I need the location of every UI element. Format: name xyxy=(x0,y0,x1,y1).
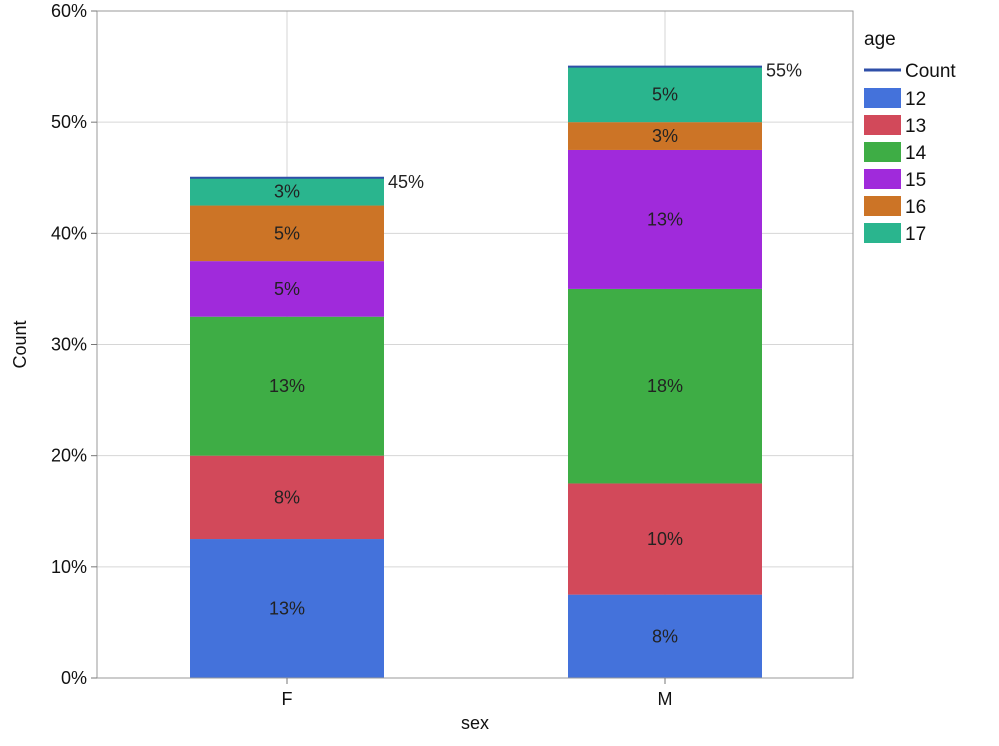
bar-segment xyxy=(568,594,762,678)
legend-swatch xyxy=(864,196,901,216)
x-tick-label: F xyxy=(282,689,293,709)
legend-swatch xyxy=(864,223,901,243)
y-tick-label: 60% xyxy=(51,1,87,21)
bar-segment xyxy=(568,149,762,289)
bar-segment xyxy=(568,288,762,484)
segment-data-label: 8% xyxy=(274,487,300,507)
bar-segment xyxy=(568,122,762,150)
bar-segment xyxy=(190,539,384,678)
x-axis-title: sex xyxy=(461,713,489,733)
x-tick-label: M xyxy=(658,689,673,709)
segment-data-label: 5% xyxy=(274,279,300,299)
segment-data-label: 13% xyxy=(647,209,683,229)
segment-data-label: 5% xyxy=(274,223,300,243)
legend-label: 17 xyxy=(905,224,926,245)
segment-data-label: 5% xyxy=(652,84,678,104)
y-tick-label: 10% xyxy=(51,557,87,577)
bar-segment xyxy=(190,316,384,456)
legend-label: 13 xyxy=(905,116,926,137)
legend-label: 15 xyxy=(905,170,926,191)
bars xyxy=(190,66,762,678)
segment-data-label: 13% xyxy=(269,376,305,396)
legend-label: 14 xyxy=(905,143,927,164)
y-tick-label: 30% xyxy=(51,335,87,355)
segment-labels: 13% 8% 13% 5% 5% 3% 8% 10% 18% 13% 3% 5% xyxy=(269,84,683,646)
y-axis-title: Count xyxy=(10,320,30,368)
bar-segment xyxy=(190,205,384,262)
segment-data-label: 13% xyxy=(269,599,305,619)
legend-swatch xyxy=(864,88,901,108)
bar-segment xyxy=(568,66,762,123)
segment-data-label: 10% xyxy=(647,529,683,549)
y-tick-label: 20% xyxy=(51,446,87,466)
legend-items: 12 13 14 15 16 17 xyxy=(864,88,927,245)
y-tick-label: 0% xyxy=(61,668,87,688)
segment-data-label: 3% xyxy=(274,182,300,202)
segment-data-label: 3% xyxy=(652,126,678,146)
legend-title: age xyxy=(864,29,896,50)
bar-segment xyxy=(568,483,762,595)
total-data-label: 45% xyxy=(388,172,424,192)
legend-swatch xyxy=(864,115,901,135)
total-data-label: 55% xyxy=(766,61,802,81)
y-axis-ticks: 0% 10% 20% 30% 40% 50% 60% xyxy=(51,1,97,688)
total-labels: 45% 55% xyxy=(190,61,802,192)
legend-line-label: Count xyxy=(905,61,956,82)
segment-data-label: 8% xyxy=(652,626,678,646)
y-tick-label: 40% xyxy=(51,223,87,243)
bar-segment xyxy=(190,261,384,317)
segment-data-label: 18% xyxy=(647,376,683,396)
legend: age Count 12 13 14 15 16 17 xyxy=(864,29,956,245)
y-tick-label: 50% xyxy=(51,112,87,132)
bar-segment xyxy=(190,177,384,206)
legend-swatch xyxy=(864,169,901,189)
bar-segment xyxy=(190,455,384,540)
legend-swatch xyxy=(864,142,901,162)
legend-label: 12 xyxy=(905,89,926,110)
legend-label: 16 xyxy=(905,197,926,218)
